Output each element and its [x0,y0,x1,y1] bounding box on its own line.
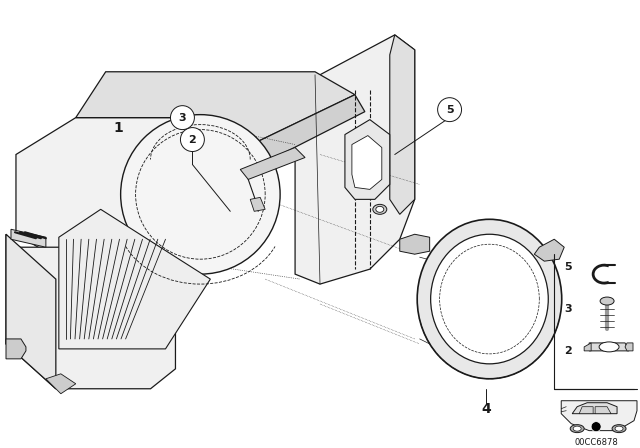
Polygon shape [534,239,564,261]
Polygon shape [345,120,390,199]
Ellipse shape [570,425,584,433]
Polygon shape [245,95,365,168]
Text: 3: 3 [179,112,186,123]
Ellipse shape [615,426,623,431]
Text: 3: 3 [564,304,572,314]
Polygon shape [295,35,415,284]
Text: 1: 1 [114,121,124,134]
Polygon shape [240,147,305,180]
Polygon shape [16,118,245,269]
Text: 2: 2 [564,346,572,356]
Polygon shape [59,209,211,349]
Polygon shape [579,407,593,414]
Text: 00CC6878: 00CC6878 [574,438,618,447]
Polygon shape [561,401,637,431]
Polygon shape [352,136,382,190]
Ellipse shape [599,342,619,352]
Circle shape [438,98,461,121]
Polygon shape [76,72,355,147]
Ellipse shape [573,426,581,431]
Ellipse shape [600,297,614,305]
Polygon shape [250,198,265,211]
Polygon shape [6,234,175,389]
Circle shape [591,422,601,431]
Circle shape [170,106,195,129]
Text: 4: 4 [481,402,492,416]
Text: 5: 5 [446,105,453,115]
Polygon shape [46,374,76,394]
Polygon shape [572,403,617,414]
Text: 5: 5 [564,262,572,272]
Polygon shape [595,407,611,414]
Ellipse shape [612,425,626,433]
Text: 2: 2 [189,134,196,145]
Polygon shape [390,35,415,214]
Polygon shape [6,339,26,359]
Polygon shape [6,234,56,389]
Polygon shape [589,343,629,351]
Polygon shape [11,229,46,247]
Polygon shape [400,234,429,254]
Circle shape [180,128,204,151]
Polygon shape [625,343,633,351]
Polygon shape [584,343,591,351]
Ellipse shape [120,115,280,274]
Ellipse shape [417,220,562,379]
Ellipse shape [373,204,387,214]
Ellipse shape [376,207,384,212]
Ellipse shape [431,234,548,364]
